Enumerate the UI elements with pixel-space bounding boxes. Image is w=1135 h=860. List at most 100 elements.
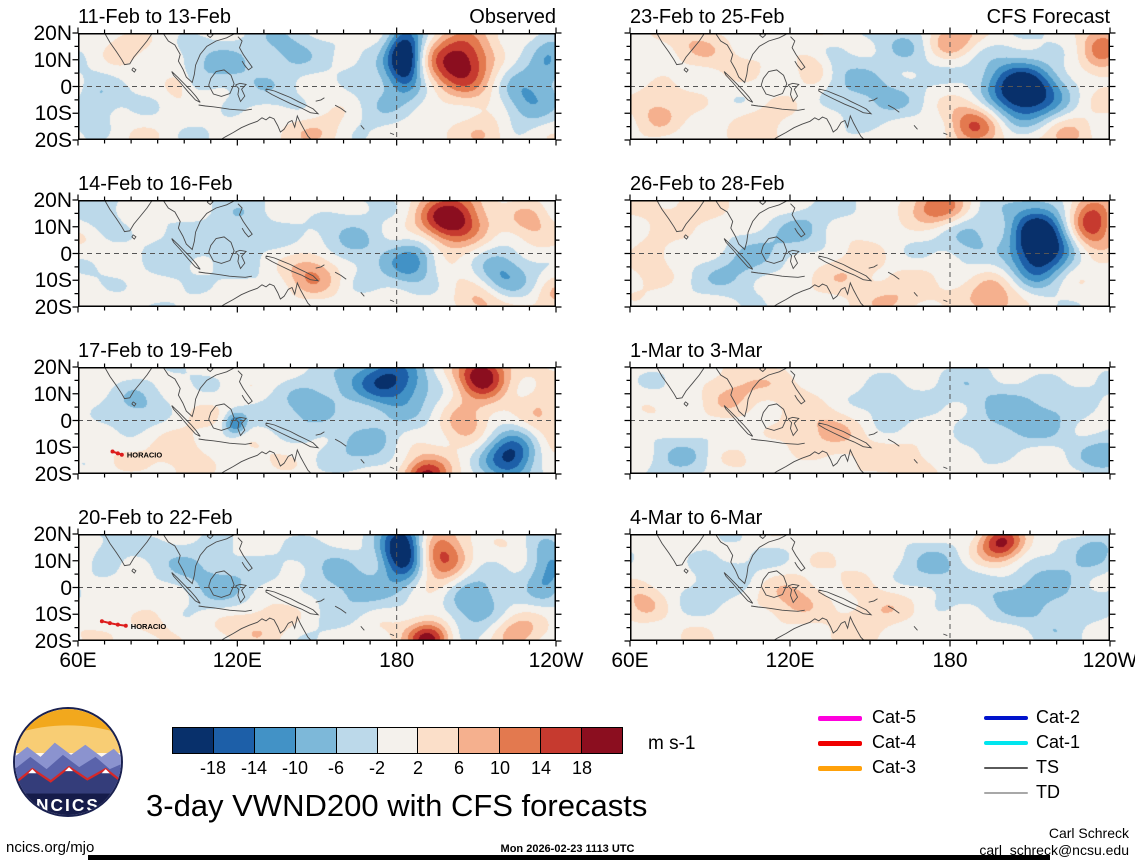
panel-overlay: [624, 27, 1116, 146]
colorbar-segment: [294, 728, 336, 753]
axis-ticks: [624, 194, 1116, 313]
colorbar: -18 -14 -10 -6 -2 2 6 10 14 18: [172, 727, 623, 778]
logo-ridge-line: [15, 765, 121, 787]
map-panel: 23-Feb to 25-Feb CFS Forecast: [624, 6, 1116, 146]
coastlines: [104, 534, 395, 641]
site-link: ncics.org/mjo: [6, 839, 95, 856]
bottom-bar: [88, 855, 1050, 860]
colorbar-segment: [458, 728, 500, 753]
storm-point-icon: [115, 451, 120, 456]
y-tick-label: 20S: [34, 630, 72, 653]
colorbar-tick-label: -14: [240, 758, 268, 778]
colorbar-segment: [581, 728, 622, 753]
map-panel: 14-Feb to 16-Feb: [72, 173, 562, 313]
x-tick-label: 120W: [1082, 649, 1135, 672]
colorbar-tick-label: 6: [453, 758, 465, 778]
y-tick-label: 10S: [34, 102, 72, 126]
y-tick-label: 10S: [34, 436, 72, 460]
panel-border: [630, 367, 1110, 474]
legend-label: Cat-3: [872, 757, 917, 777]
colorbar-tick-label: 2: [412, 758, 424, 778]
x-tick-label: 120W: [528, 649, 584, 672]
y-tick-label: 20N: [33, 356, 72, 379]
panel-title: 17-Feb to 19-Feb: [78, 340, 233, 362]
colorbar-segment: [212, 728, 254, 753]
axis-ticks: [72, 27, 562, 146]
credit-email: carl_schreck@ncsu.edu: [979, 842, 1129, 858]
colorbar-tick-label: 14: [530, 758, 552, 778]
panel-title: 23-Feb to 25-Feb: [630, 6, 785, 28]
panel-border: [630, 534, 1110, 641]
y-tick-label: 10N: [33, 549, 72, 573]
colorbar-tick-label: -2: [368, 758, 386, 778]
credit-name: Carl Schreck: [1048, 825, 1129, 841]
panel-corner-label: Observed: [469, 6, 556, 28]
y-tick-label: 10S: [34, 269, 72, 293]
x-tick-label: 60E: [59, 649, 97, 672]
y-tick-label: 20N: [33, 189, 72, 212]
legend-line-cat-3: [818, 765, 862, 771]
map-panel: 4-Mar to 6-Mar: [624, 507, 1116, 647]
panel-overlay: [72, 194, 562, 313]
storm-track: [101, 620, 126, 627]
y-tick-label: 0: [60, 242, 72, 266]
colorbar-segment: [540, 728, 582, 753]
y-tick-label: 20S: [34, 129, 72, 152]
y-tick-label: 10N: [33, 48, 72, 72]
legend-line-cat-2: [984, 715, 1028, 721]
legend-label: TS: [1036, 757, 1060, 777]
units-label: m s-1: [648, 733, 696, 754]
colorbar-segment: [335, 728, 377, 753]
legend-line-cat-5: [818, 715, 862, 721]
coastlines: [104, 367, 395, 474]
panel-title: 11-Feb to 13-Feb: [78, 6, 232, 28]
y-tick-label: 20N: [33, 523, 72, 546]
x-axis-labels-right: 60E 120E 180 120W: [611, 649, 1135, 675]
panel-border: [78, 33, 556, 140]
panel-overlay: [624, 528, 1116, 647]
coastlines: [656, 33, 948, 140]
panel-title: 1-Mar to 3-Mar: [630, 340, 763, 362]
colorbar-segment: [417, 728, 459, 753]
storm-label: HORACIO: [127, 451, 163, 460]
y-tick-label: 10N: [33, 215, 72, 239]
axis-ticks: [624, 361, 1116, 480]
map-panel: 17-Feb to 19-Feb HORACIO: [72, 340, 562, 480]
colorbar-segment: [173, 728, 213, 753]
storm-point-icon: [107, 621, 112, 626]
map-panel: 11-Feb to 13-Feb Observed: [72, 6, 562, 146]
map-panel: 26-Feb to 28-Feb: [624, 173, 1116, 313]
storm-point-icon: [123, 623, 128, 628]
panel-border: [78, 367, 556, 474]
panel-title: 4-Mar to 6-Mar: [630, 507, 763, 529]
x-tick-label: 180: [932, 649, 968, 672]
ncics-logo: NCICS: [13, 707, 123, 817]
panel-title: 20-Feb to 22-Feb: [78, 507, 233, 529]
storm-label: HORACIO: [131, 622, 167, 631]
panel-overlay: HORACIO: [72, 361, 562, 480]
colorbar-tick-label: -18: [199, 758, 227, 778]
axis-ticks: [624, 528, 1116, 647]
colorbar-tick-label: 10: [489, 758, 511, 778]
y-tick-label: 20N: [33, 22, 72, 45]
logo-text: NCICS: [36, 795, 100, 815]
axis-ticks: [72, 528, 562, 647]
legend-line-cat-1: [984, 740, 1028, 746]
legend-label: Cat-1: [1036, 732, 1081, 752]
x-axis-labels-left: 60E 120E 180 120W: [59, 649, 583, 675]
y-tick-label: 20S: [34, 296, 72, 319]
legend-label: TD: [1036, 782, 1060, 802]
y-tick-label: 0: [60, 576, 72, 600]
legend-label: Cat-4: [872, 732, 917, 752]
panel-border: [630, 200, 1110, 307]
axis-ticks: [72, 361, 562, 480]
y-tick-label: 10N: [33, 382, 72, 406]
map-panel: 1-Mar to 3-Mar: [624, 340, 1116, 480]
legend-line-ts: [984, 766, 1028, 770]
figure-title: 3-day VWND200 with CFS forecasts: [146, 788, 648, 823]
colorbar-tick-label: -6: [327, 758, 345, 778]
coastlines: [104, 200, 395, 307]
x-tick-label: 180: [379, 649, 415, 672]
y-tick-label: 0: [60, 409, 72, 433]
